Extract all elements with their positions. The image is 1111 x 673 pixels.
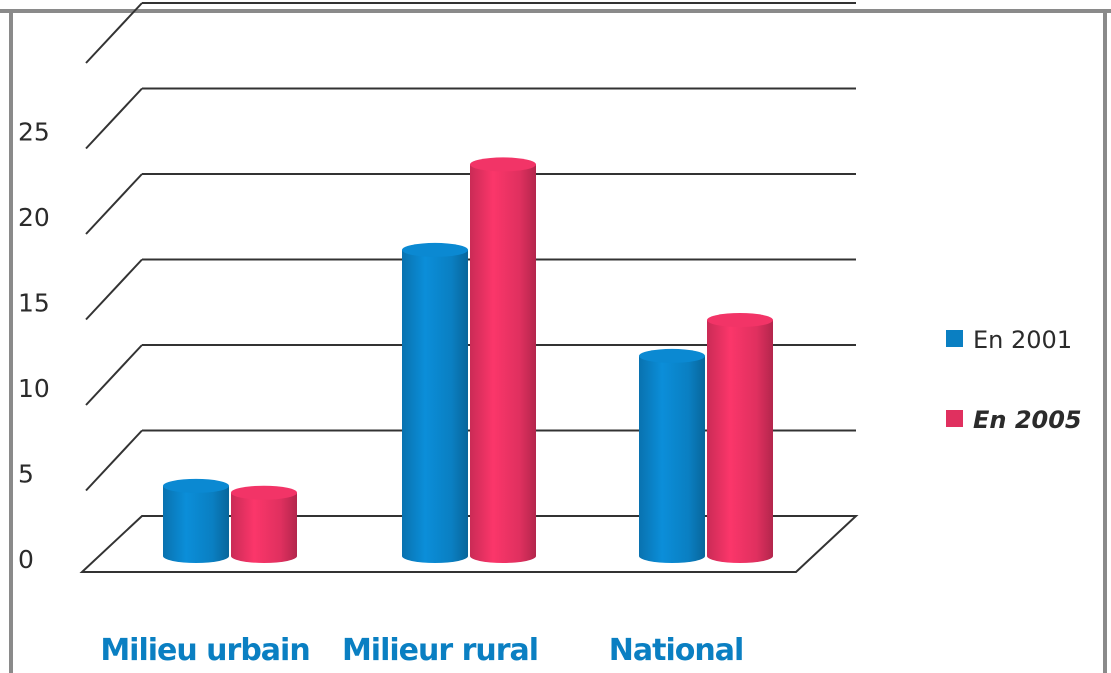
y-tick-label-20: 20 [18, 203, 50, 232]
y-tick-label-25: 25 [18, 118, 50, 147]
bar-top-2-0 [639, 348, 705, 363]
category-label-0: Milieu urbain [100, 633, 309, 668]
legend: En 2001 En 2005 [946, 326, 1082, 434]
bar-2-0 [639, 355, 705, 563]
bar-1-0 [402, 249, 468, 563]
gridline-side-10 [85, 344, 143, 406]
y-tick-label-15: 15 [18, 289, 50, 318]
legend-label-1: En 2005 [973, 406, 1082, 434]
bar-top-0-0 [163, 478, 229, 493]
bar-0-1 [231, 492, 297, 563]
y-tick-label-0: 0 [18, 545, 34, 574]
category-labels: Milieu urbain Milieur rural National [100, 633, 744, 668]
gridline-side-15 [85, 258, 143, 321]
y-tick-label-10: 10 [18, 374, 50, 403]
gridline-side-5 [85, 429, 143, 492]
bar-0-0 [163, 485, 229, 563]
y-tick-labels: 0 5 10 15 20 25 [18, 118, 50, 575]
category-label-1: Milieur rural [342, 633, 538, 668]
legend-swatch-0 [946, 330, 963, 347]
gridline-side-20 [85, 173, 143, 235]
gridline-side-25 [85, 87, 143, 150]
legend-swatch-1 [946, 410, 963, 427]
bars-group [163, 157, 773, 563]
bar-2-1 [707, 320, 773, 563]
bar-top-1-1 [470, 157, 536, 172]
category-label-2: National [609, 633, 743, 668]
bar-top-1-0 [402, 242, 468, 257]
bar-1-1 [470, 164, 536, 563]
legend-label-0: En 2001 [973, 326, 1072, 354]
gridline-side-top [85, 2, 143, 64]
bar-top-2-1 [707, 313, 773, 328]
bar-top-0-1 [231, 485, 297, 500]
y-tick-label-5: 5 [18, 460, 34, 489]
